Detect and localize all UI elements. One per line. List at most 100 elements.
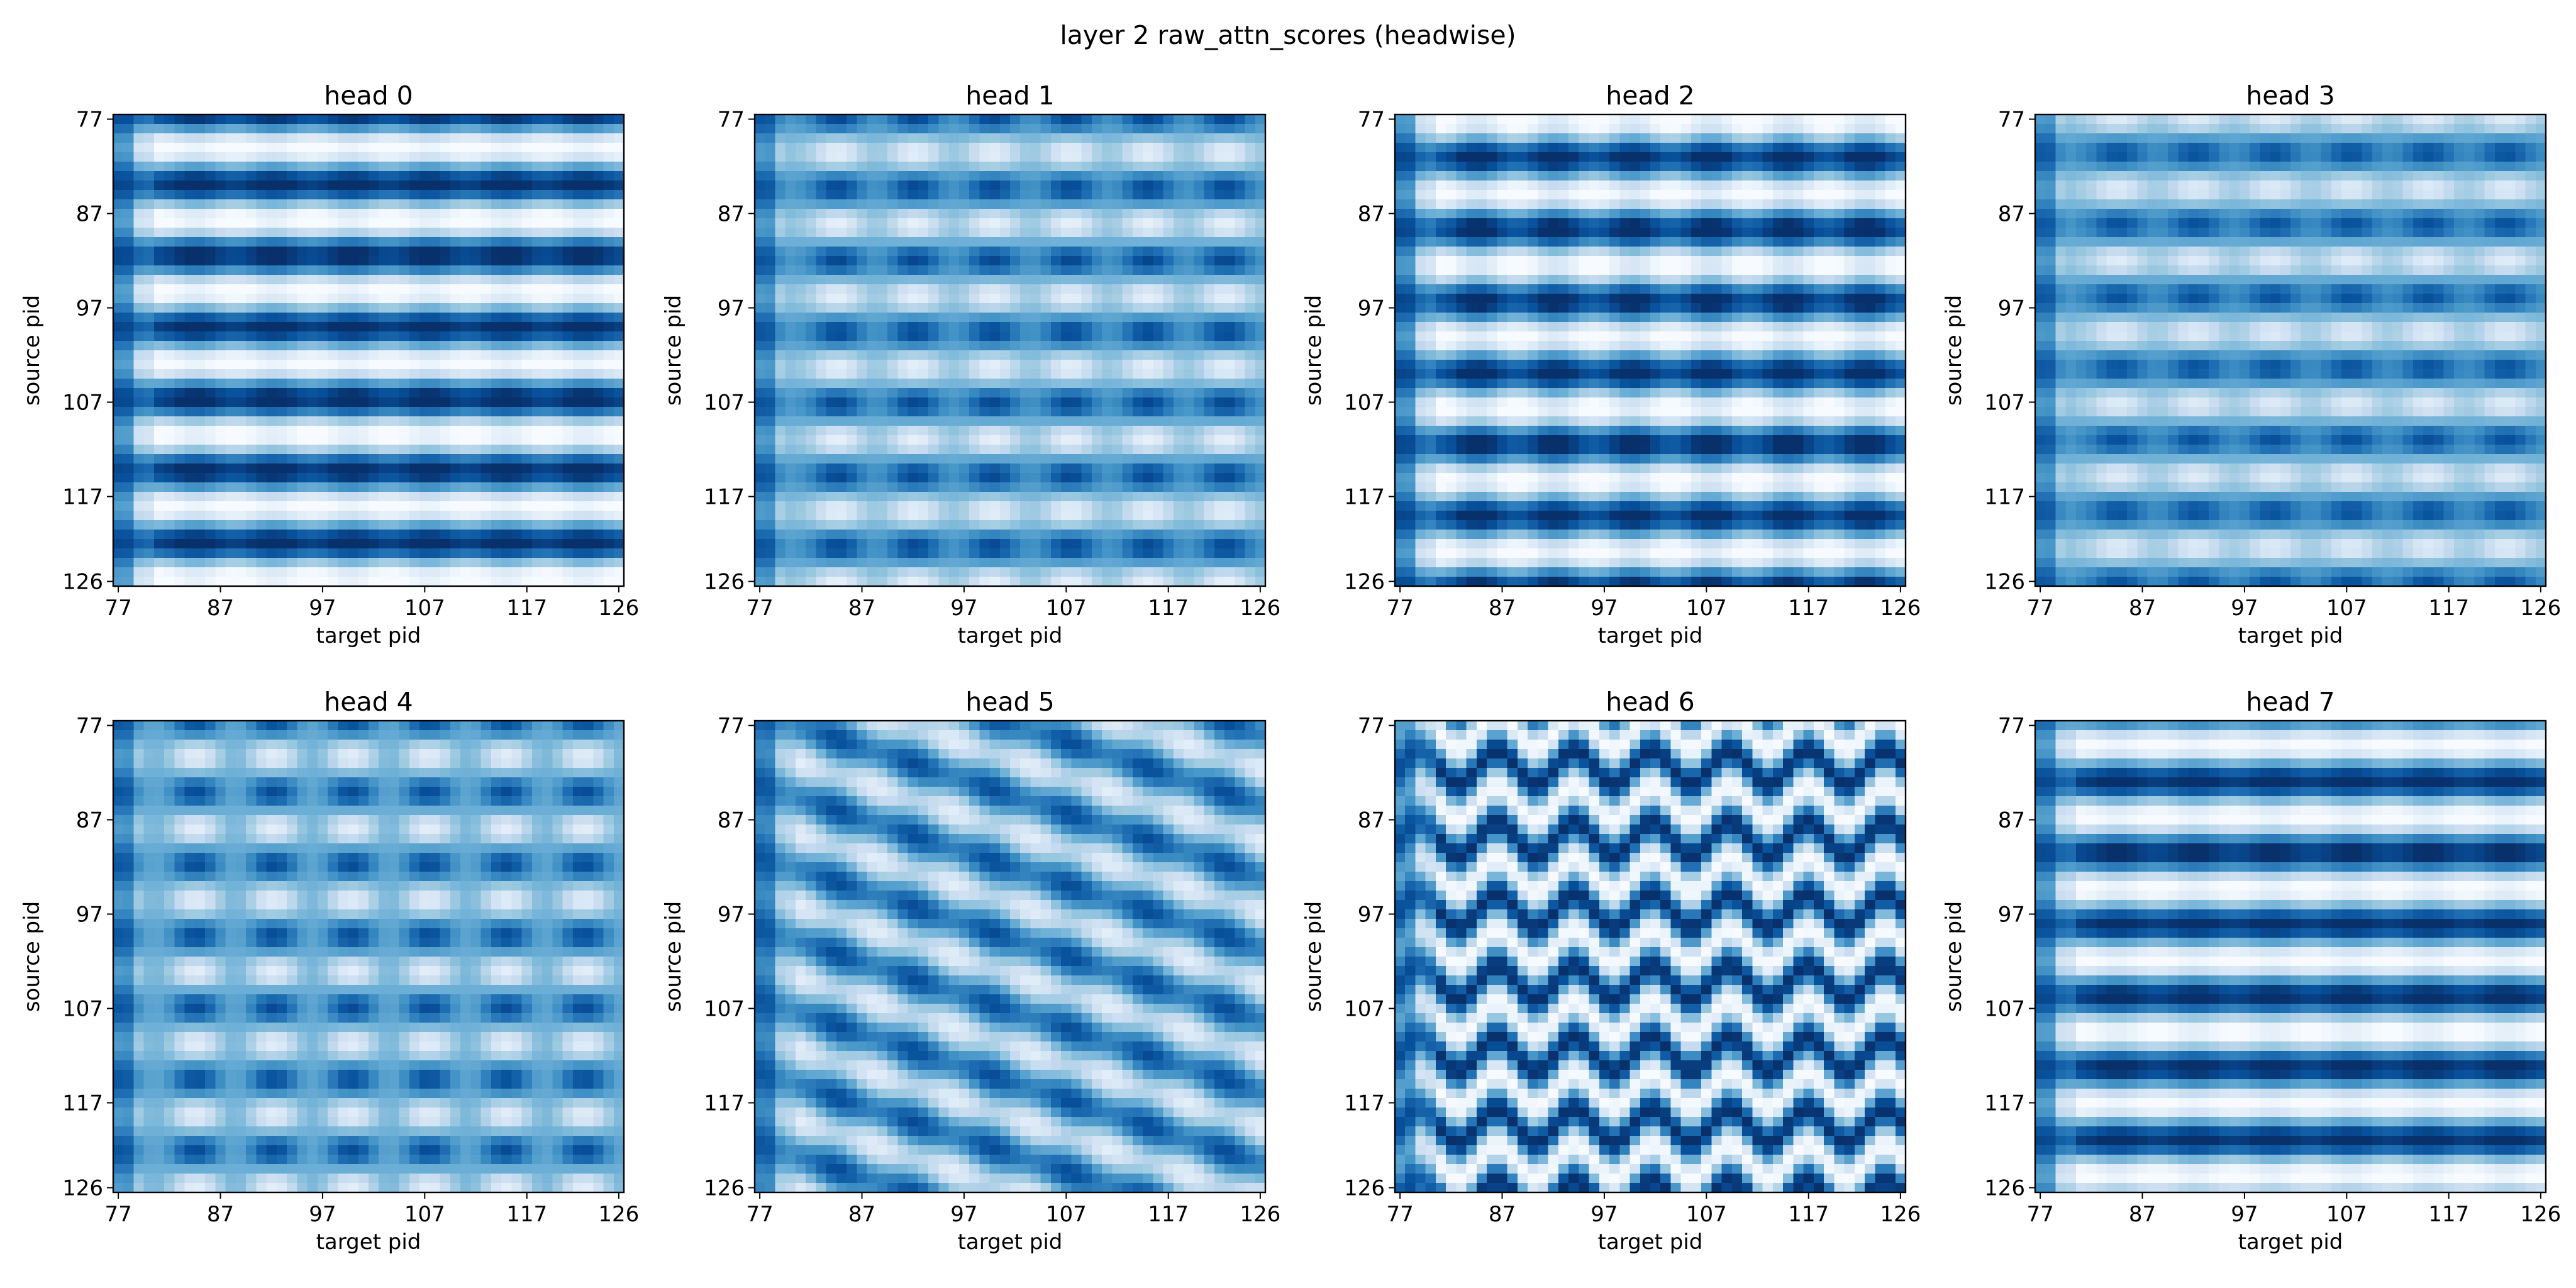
heatmap-cell [399,265,410,275]
heatmap-cell [562,388,574,398]
heatmap-cell [785,350,796,360]
heatmap-cell [143,501,155,511]
heatmap-cell [419,407,431,417]
heatmap-cell [1112,133,1123,143]
heatmap-cell [1163,520,1174,530]
heatmap-cell [1143,331,1153,341]
heatmap-cell [143,341,155,351]
heatmap-cell [765,492,776,502]
heatmap-cell [918,567,929,577]
heatmap-cell [205,275,216,285]
x-tick-label: 117 [506,596,547,621]
heatmap-cell [887,369,898,379]
heatmap-cell [969,284,980,294]
heatmap-cell [1153,435,1164,445]
heatmap-cell [867,294,878,304]
heatmap-cell [1050,218,1062,228]
heatmap-cell [1214,180,1225,191]
heatmap-cell [153,511,165,521]
heatmap-cell [979,162,991,172]
heatmap-cell [266,558,277,568]
heatmap-cell [603,143,614,153]
heatmap-cell [1143,284,1153,294]
heatmap-cell [867,133,878,143]
heatmap-cell [287,511,297,521]
heatmap-cell [235,379,247,389]
heatmap-cell [153,397,165,408]
heatmap-cell [491,558,502,568]
heatmap-cell [205,322,216,332]
heatmap-cell [1020,152,1031,162]
heatmap-cell [775,350,786,360]
heatmap-cell [491,322,502,332]
heatmap-cell [389,218,400,228]
heatmap-cell [113,209,124,219]
heatmap-cell [552,228,564,238]
heatmap-cell [531,331,543,341]
heatmap-cell [440,322,451,332]
heatmap-cell [877,180,888,191]
heatmap-cell [1143,520,1153,530]
heatmap-cell [816,228,827,238]
heatmap-cell [1030,539,1041,549]
heatmap-cell [460,180,471,191]
heatmap-cell [918,124,929,134]
heatmap-cell [887,388,898,398]
heatmap-cell [1235,567,1246,577]
heatmap-cell [153,435,165,445]
heatmap-cell [521,294,533,304]
heatmap-cell [887,114,898,125]
heatmap-cell [867,482,878,492]
heatmap-cell [1173,473,1184,483]
heatmap-cell [1194,350,1205,360]
heatmap-cell [1224,180,1235,191]
heatmap-cell [979,407,991,417]
heatmap-cell [1040,331,1052,341]
heatmap-cell [562,482,574,492]
heatmap-cell [133,369,145,379]
heatmap-cell [1143,558,1153,568]
heatmap-cell [1255,199,1266,209]
heatmap-cell [897,331,909,341]
heatmap-cell [1010,567,1021,577]
heatmap-cell [266,388,277,398]
heatmap-cell [1194,567,1205,577]
heatmap-cell [317,237,328,247]
heatmap-cell [1235,275,1246,285]
heatmap-cell [775,133,786,143]
heatmap-cell [164,350,175,360]
heatmap-cell [1204,256,1215,266]
heatmap-cell [328,133,338,143]
heatmap-cell [215,567,226,577]
heatmap-cell [317,284,328,294]
heatmap-cell [379,397,390,408]
heatmap-cell [603,454,614,464]
heatmap-cell [501,464,512,474]
heatmap-cell [225,397,236,408]
heatmap-cell [1184,520,1194,530]
heatmap-cell [460,360,471,370]
heatmap-cell [1224,237,1235,247]
heatmap-cell [1143,124,1153,134]
heatmap-cell [430,473,441,483]
heatmap-cell [194,407,206,417]
heatmap-cell [184,577,196,587]
heatmap-cell [958,360,970,370]
heatmap-cell [491,180,502,191]
heatmap-cell [235,435,247,445]
heatmap-cell [918,341,929,351]
heatmap-cell [826,313,837,323]
heatmap-cell [755,209,765,219]
heatmap-cell [215,228,226,238]
heatmap-cell [450,218,461,228]
heatmap-cell [256,162,267,172]
heatmap-cell [1153,445,1164,455]
heatmap-cell [948,511,960,521]
heatmap-cell [246,407,257,417]
heatmap-cell [369,548,379,558]
heatmap-cell [755,162,765,172]
heatmap-cell [440,228,451,238]
heatmap-cell [307,445,318,455]
heatmap-cell [491,482,502,492]
heatmap-cell [1163,426,1174,436]
